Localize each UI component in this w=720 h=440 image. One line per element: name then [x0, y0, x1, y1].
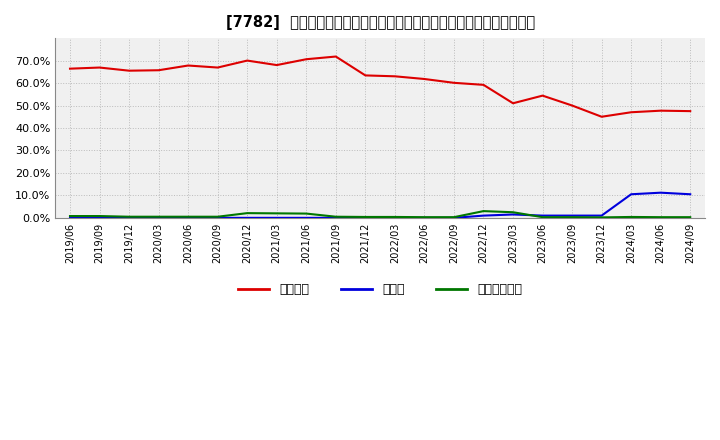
- Title: [7782]  自己資本、のれん、繰延税金資産の総資産に対する比率の推移: [7782] 自己資本、のれん、繰延税金資産の総資産に対する比率の推移: [225, 15, 535, 30]
- Legend: 自己資本, のれん, 繰延税金資産: 自己資本, のれん, 繰延税金資産: [233, 279, 527, 301]
